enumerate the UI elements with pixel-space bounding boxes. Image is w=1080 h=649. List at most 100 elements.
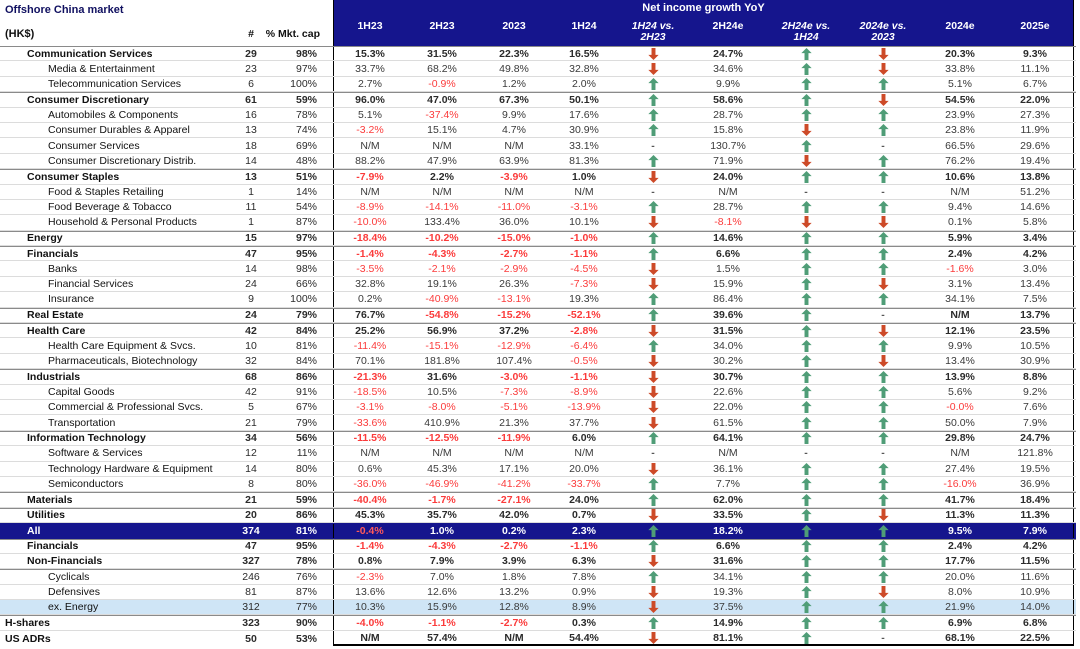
trend-up-icon <box>800 324 812 337</box>
value-cell: -1.7% <box>428 494 456 507</box>
trend-cell <box>768 309 844 322</box>
value-cell: 11.5% <box>1020 555 1050 568</box>
trend-up-icon <box>800 232 812 245</box>
value-cell: -6.4% <box>570 339 598 352</box>
trend-cell <box>768 338 844 352</box>
value-cell: 22.6% <box>713 385 743 398</box>
company-count: 50 <box>245 632 257 645</box>
company-count: 61 <box>245 93 257 106</box>
value-cell: N/M <box>504 631 524 644</box>
value-cell: 2.4% <box>948 540 972 553</box>
value-cell: 19.5% <box>1020 462 1050 475</box>
value-cell: 9.5% <box>948 524 972 537</box>
trend-cell <box>844 524 922 537</box>
trend-cell <box>618 170 688 183</box>
value-cell: 3.9% <box>502 555 526 568</box>
page-title: Offshore China market <box>5 4 124 16</box>
trend-down-icon <box>647 47 659 60</box>
trend-cell <box>618 400 688 414</box>
trend-cell <box>618 631 688 644</box>
trend-up-icon <box>647 77 659 90</box>
mktcap-value: 67% <box>295 401 317 414</box>
table-row: Health Care 42 84% 25.2% 56.9% 37.2% -2.8% 31.5… <box>0 323 1076 339</box>
value-cell: 37.7% <box>569 416 599 429</box>
row-data-cells: 32.8% 19.1% 26.3% -7.3% 15.9% 3.1% 13.4% <box>333 276 1074 292</box>
value-cell: 13.6% <box>355 585 385 598</box>
value-cell: 9.9% <box>948 339 972 352</box>
value-cell: 1.0% <box>430 524 454 537</box>
value-cell: 7.8% <box>572 570 596 583</box>
row-label: Industrials <box>27 370 81 383</box>
value-cell: -2.7% <box>500 617 528 630</box>
trend-up-icon <box>800 401 812 414</box>
value-cell: 5.8% <box>1023 216 1047 229</box>
trend-cell <box>844 292 922 306</box>
row-label: Financials <box>27 247 79 260</box>
trend-cell <box>844 324 922 337</box>
row-label: Telecommunication Services <box>48 77 182 90</box>
value-cell: 34.0% <box>713 339 743 352</box>
trend-cell <box>844 540 922 553</box>
trend-cell <box>618 292 688 306</box>
value-cell: 24.7% <box>1020 432 1050 445</box>
trend-up-icon <box>877 262 889 275</box>
table-row: Materials 21 59% -40.4% -1.7% -27.1% 24.0% 62.0… <box>0 492 1076 508</box>
company-count: 327 <box>242 555 260 568</box>
trend-cell <box>844 509 922 522</box>
row-data-cells: -2.3% 7.0% 1.8% 7.8% 34.1% 20.0% 11.6% <box>333 570 1074 584</box>
trend-up-icon <box>647 247 659 260</box>
column-header: 2H24e vs. 1H24 <box>781 20 831 43</box>
trend-cell <box>768 108 844 122</box>
value-cell: -0.4% <box>356 524 384 537</box>
value-cell: 6.8% <box>1023 617 1047 630</box>
row-label: Defensives <box>48 585 100 598</box>
value-cell: 12.1% <box>945 324 975 337</box>
value-cell: 33.8% <box>945 62 975 75</box>
row-data-cells: 88.2% 47.9% 63.9% 81.3% 71.9% 76.2% 19.4% <box>333 153 1074 169</box>
row-label: Information Technology <box>27 432 146 445</box>
mktcap-value: 100% <box>290 77 317 90</box>
trend-cell <box>844 61 922 75</box>
company-count: 13 <box>245 170 257 183</box>
value-cell: 26.3% <box>499 278 529 291</box>
row-label: Automobiles & Components <box>48 108 179 121</box>
trend-down-icon <box>877 324 889 337</box>
value-cell: 68.1% <box>945 631 975 644</box>
trend-cell <box>844 600 922 614</box>
value-cell: 181.8% <box>424 355 460 367</box>
value-cell: 66.5% <box>945 139 975 152</box>
trend-cell <box>768 432 844 445</box>
value-cell: 9.3% <box>1023 47 1047 60</box>
no-trend-dash: - <box>881 631 885 644</box>
trend-cell: - <box>844 138 922 152</box>
value-cell: 63.9% <box>499 154 529 167</box>
value-cell: 9.2% <box>1023 385 1047 398</box>
row-data-cells: -36.0% -46.9% -41.2% -33.7% 7.7% -16.0% 36.9% <box>333 476 1074 492</box>
value-cell: 13.7% <box>1020 309 1050 322</box>
value-cell: 33.5% <box>713 509 743 522</box>
value-cell: 15.9% <box>713 278 743 291</box>
trend-up-icon <box>877 370 889 383</box>
table-row: Software & Services 12 11% N/M N/M N/M N/M - N/M… <box>0 446 1076 462</box>
trend-cell <box>768 47 844 60</box>
trend-cell <box>768 277 844 291</box>
value-cell: 107.4% <box>496 355 532 367</box>
value-cell: 31.6% <box>713 555 743 568</box>
value-cell: -3.2% <box>356 124 384 137</box>
value-cell: 14.0% <box>1020 601 1050 614</box>
value-cell: 10.5% <box>1020 339 1050 352</box>
trend-down-icon <box>647 401 659 414</box>
trend-down-icon <box>647 370 659 383</box>
row-label: Semiconductors <box>48 478 124 491</box>
value-cell: 23.9% <box>945 108 975 121</box>
row-data-cells: 13.6% 12.6% 13.2% 0.9% 19.3% 8.0% 10.9% <box>333 584 1074 600</box>
table-row: Transportation 21 79% -33.6% 410.9% 21.3% 37.7… <box>0 415 1076 431</box>
trend-up-icon <box>800 247 812 260</box>
mktcap-value: 90% <box>295 617 317 630</box>
value-cell: 96.0% <box>355 93 385 106</box>
trend-cell <box>844 477 922 491</box>
table-row: Banks 14 98% -3.5% -2.1% -2.9% -4.5% 1.5% -1.6% 3… <box>0 261 1076 277</box>
table-row: Defensives 81 87% 13.6% 12.6% 13.2% 0.9% 19.3% 8… <box>0 584 1076 601</box>
trend-up-icon <box>800 631 812 644</box>
trend-cell <box>844 585 922 599</box>
